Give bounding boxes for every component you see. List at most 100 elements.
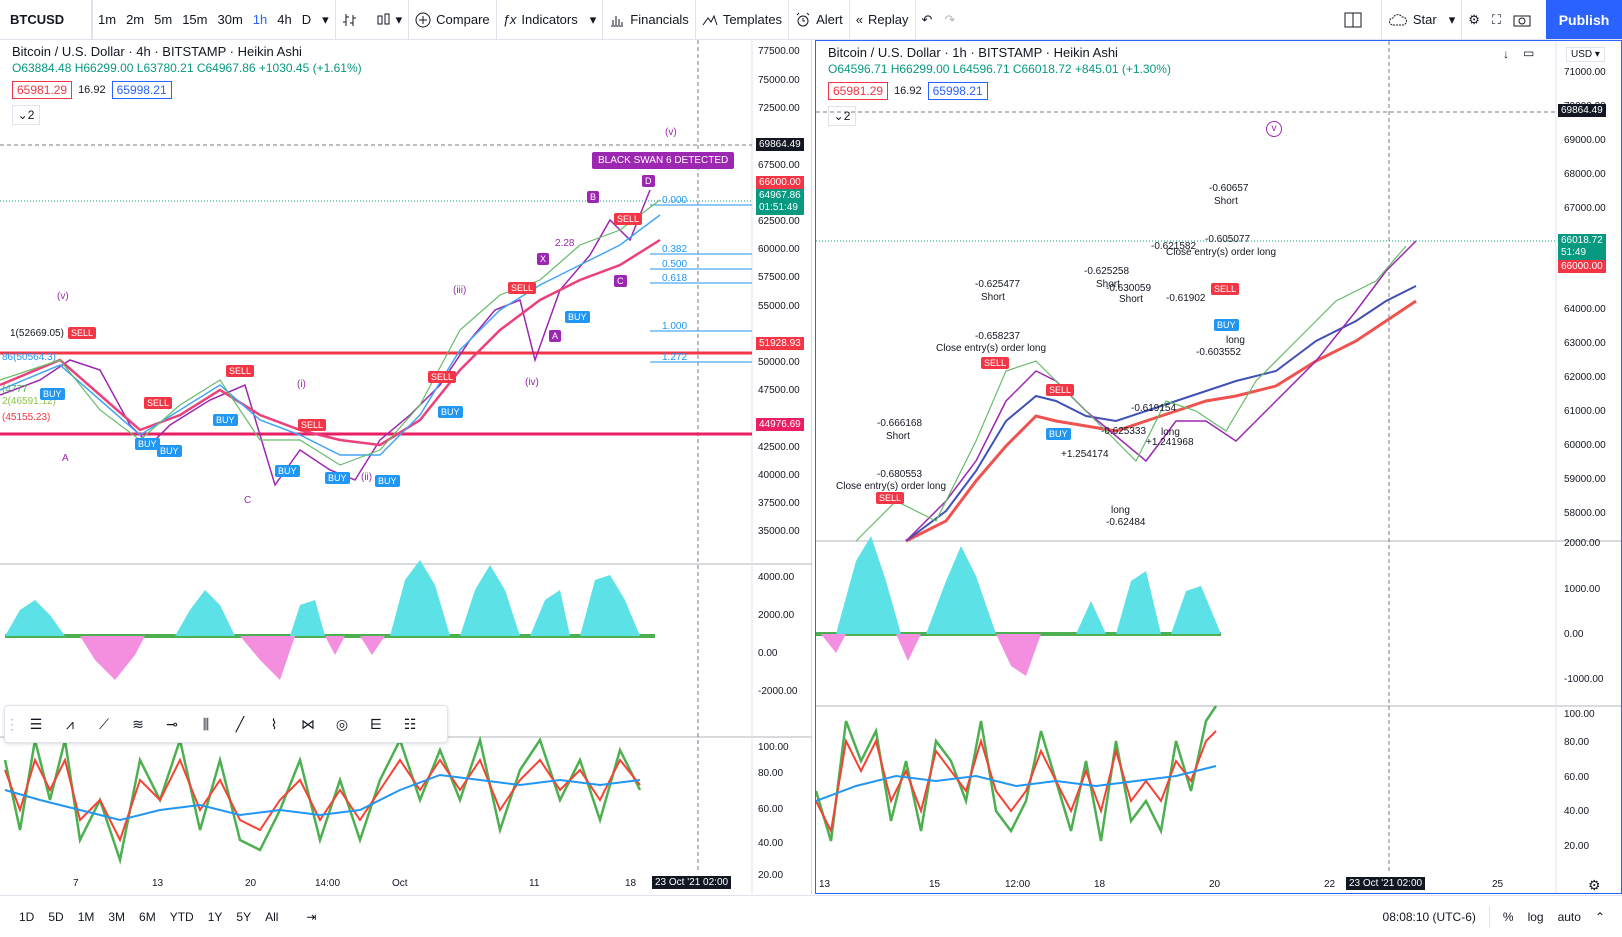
symbol-search[interactable]: BTCUSD (0, 0, 92, 39)
log-scale-toggle[interactable]: log (1527, 909, 1544, 924)
range-1D[interactable]: 1D (19, 909, 35, 924)
elliott-wave-icon[interactable]: ⌇ (270, 715, 278, 732)
wave-label: A (62, 453, 69, 464)
undo-icon[interactable]: ↶ (921, 11, 933, 27)
range-3M[interactable]: 3M (108, 909, 126, 924)
maximize-pane-icon[interactable]: ▭ (1523, 46, 1535, 60)
buy-signal: BUY (40, 388, 65, 400)
indicators-button[interactable]: ƒx Indicators (497, 0, 584, 39)
gear-icon[interactable]: ⚙ (1468, 11, 1480, 27)
cycle-icon[interactable]: ◎ (335, 715, 349, 732)
interval-1m[interactable]: 1m (98, 12, 117, 27)
interval-5m[interactable]: 5m (154, 12, 173, 27)
currency-selector[interactable]: USD ▾ (1566, 47, 1605, 62)
chart-pane-left[interactable]: Bitcoin / U.S. Dollar · 4h · BITSTAMP · … (0, 40, 812, 894)
currency-label: USD (1571, 49, 1593, 60)
right-ask-box[interactable]: 65998.21 (927, 82, 988, 100)
overlay-value: 86(50564.3) (2, 352, 56, 363)
chart-pane-right[interactable]: Bitcoin / U.S. Dollar · 1h · BITSTAMP · … (815, 40, 1622, 894)
left-ohlc: O63884.48 H66299.00 L63780.21 C64967.86 … (12, 61, 362, 75)
fib-icon[interactable]: ≋ (132, 715, 144, 732)
compare-button[interactable]: Compare (409, 0, 495, 39)
range-5Y[interactable]: 5Y (236, 909, 252, 924)
right-price-tag-66000: 66000.00 (1558, 260, 1606, 273)
interval-2m[interactable]: 2m (126, 12, 145, 27)
gann-icon[interactable]: ⫼ (202, 715, 210, 732)
horizontal-line-icon[interactable]: ⊸ (166, 715, 178, 732)
cloud-save-button[interactable]: Star (1382, 0, 1443, 39)
plus-circle-icon (415, 12, 431, 27)
replay-button[interactable]: « Replay (850, 0, 915, 39)
alert-button[interactable]: Alert (789, 0, 849, 39)
camera-icon[interactable] (1507, 0, 1542, 39)
right-legend: Bitcoin / U.S. Dollar · 1h · BITSTAMP · … (828, 45, 1171, 126)
left-price-tag-51928: 51928.93 (756, 337, 804, 350)
trend-line-icon[interactable]: ⟋ (99, 715, 109, 732)
layout-dropdown-icon[interactable]: ▾ (1448, 11, 1456, 27)
range-All[interactable]: All (265, 909, 279, 924)
fork-icon[interactable]: ⋿ (369, 715, 383, 732)
left-rsi-label: 20.00 (758, 870, 784, 881)
fib-level: 0.618 (662, 273, 688, 284)
left-ask-box[interactable]: 65998.21 (111, 81, 172, 99)
left-price-label: 35000.00 (758, 526, 800, 537)
fullscreen-icon[interactable]: ⛶ (1491, 11, 1501, 27)
trade-annotation: Short (981, 292, 1005, 303)
auto-scale-toggle[interactable]: auto (1557, 909, 1581, 924)
range-YTD[interactable]: YTD (169, 909, 194, 924)
pattern-icon[interactable]: ⩘ (66, 715, 74, 732)
interval-dropdown-icon[interactable]: ▾ (322, 11, 329, 27)
left-series-title: Bitcoin / U.S. Dollar · 4h · BITSTAMP · … (12, 44, 302, 59)
left-time-label: Oct (392, 878, 408, 889)
left-collapse-count: 2 (27, 108, 35, 122)
interval-15m[interactable]: 15m (182, 12, 208, 27)
left-price-tag-last: 64967.86 01:51:49 (756, 189, 804, 215)
buy-signal: BUY (135, 438, 160, 450)
ray-icon[interactable]: ╱ (235, 715, 245, 732)
left-time-label: 7 (73, 878, 79, 889)
right-collapse-toggle[interactable]: ⌄ 2 (828, 106, 856, 126)
interval-30m[interactable]: 30m (217, 12, 243, 27)
range-6M[interactable]: 6M (139, 909, 156, 924)
left-time-label: 11 (529, 878, 540, 889)
publish-button[interactable]: Publish (1546, 0, 1622, 39)
settings-lines-icon[interactable]: ☷ (403, 715, 417, 732)
left-price-label: 75000.00 (758, 75, 800, 86)
range-1M[interactable]: 1M (77, 909, 95, 924)
left-price-label: 67500.00 (758, 160, 800, 171)
right-price-label: 62000.00 (1564, 372, 1606, 383)
wave-label: (v) (57, 291, 69, 302)
indicators-dropdown-icon[interactable]: ▾ (589, 11, 597, 27)
layout-icon[interactable] (1338, 0, 1373, 39)
templates-button[interactable]: Templates (696, 0, 788, 39)
interval-1h[interactable]: 1h (252, 12, 268, 27)
interval-D[interactable]: D (301, 12, 312, 27)
clock-timezone[interactable]: 08:08:10 (UTC-6) (1382, 909, 1476, 924)
chart-settings-gear-icon[interactable]: ⚙ (1588, 877, 1601, 893)
right-bid-box[interactable]: 65981.29 (828, 82, 889, 100)
sell-signal: SELL (226, 365, 255, 377)
left-price-label: 72500.00 (758, 103, 800, 114)
lines-icon[interactable]: ☰ (29, 715, 43, 732)
trade-annotation: -0.62484 (1106, 517, 1146, 528)
left-countdown: 01:51:49 (759, 202, 798, 213)
xabcd-icon[interactable]: ⋈ (301, 715, 315, 732)
download-icon[interactable]: ↓ (1503, 47, 1509, 61)
drag-handle-icon[interactable]: ⋮ (5, 715, 19, 732)
percent-scale-toggle[interactable]: % (1502, 909, 1514, 924)
right-time-label: 18 (1094, 879, 1106, 890)
trade-annotation: Short (886, 431, 910, 442)
financials-button[interactable]: Financials (603, 0, 695, 39)
date-range-icon[interactable]: ⇥ (306, 909, 317, 924)
redo-icon[interactable]: ↷ (944, 11, 956, 27)
trade-annotation: -0.605077 (1205, 234, 1251, 245)
left-bid-box[interactable]: 65981.29 (12, 81, 73, 99)
range-5D[interactable]: 5D (48, 909, 64, 924)
bar-style-icon[interactable] (336, 0, 369, 39)
compare-label: Compare (436, 12, 490, 27)
collapse-panel-icon[interactable]: ⌃ (1594, 909, 1605, 924)
left-collapse-toggle[interactable]: ⌄ 2 (12, 105, 40, 125)
interval-4h[interactable]: 4h (277, 12, 292, 27)
chart-type-icon[interactable]: ▾ (369, 0, 409, 39)
range-1Y[interactable]: 1Y (207, 909, 223, 924)
